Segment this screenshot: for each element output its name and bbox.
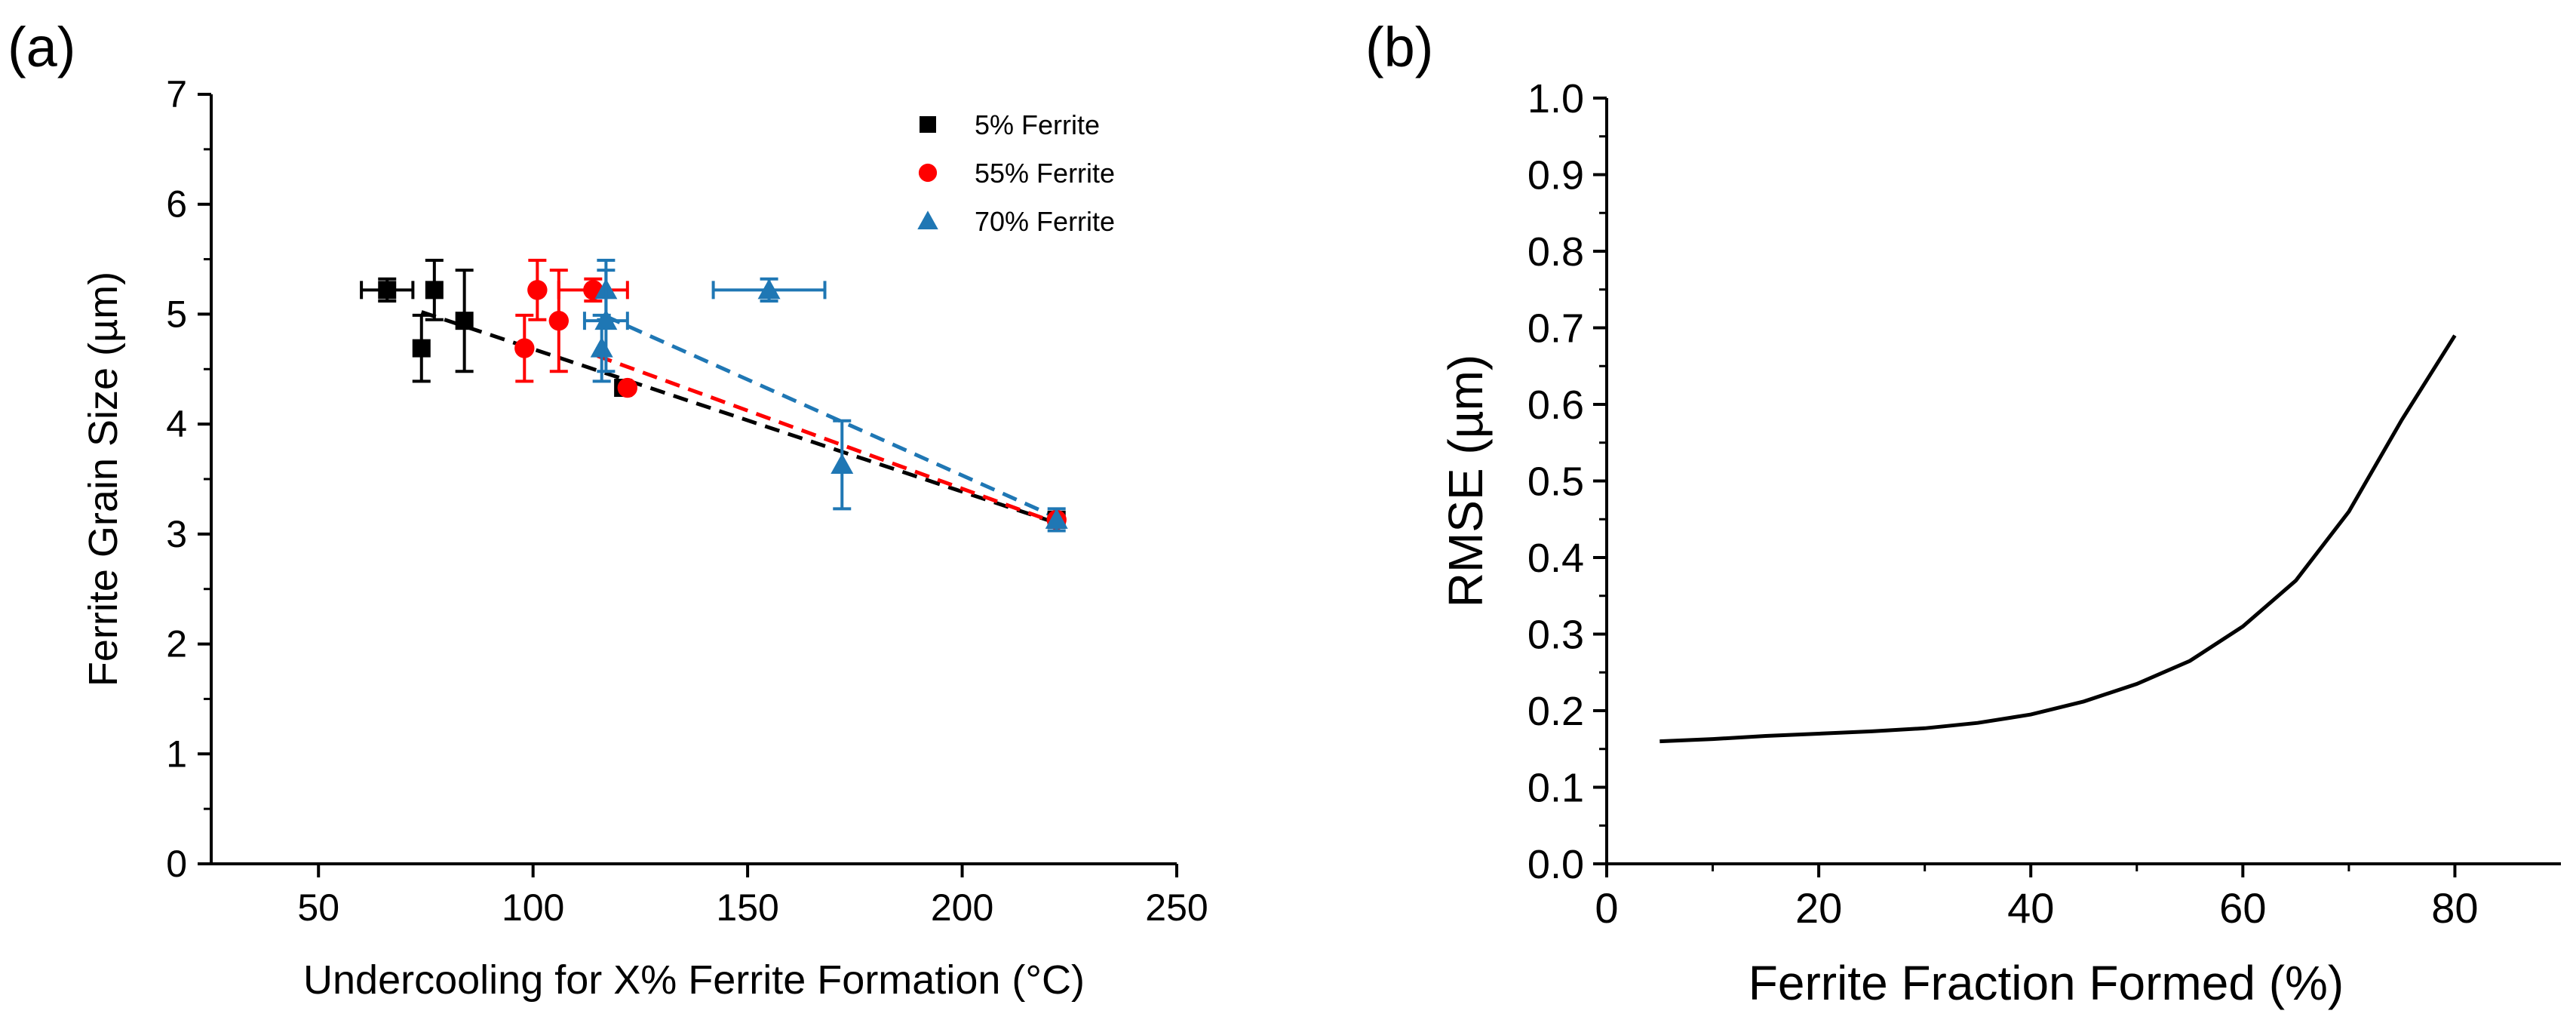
fit-line	[605, 315, 1058, 520]
panel-b-chart: (b) 0 20 40 60 80 0.00.10.20.30.40.50.60.70.…	[1365, 16, 2561, 1010]
data-point	[378, 281, 397, 300]
legend-marker	[918, 163, 938, 183]
y-tick-label: 0.9	[1527, 153, 1584, 198]
panel-b-x-axis-title: Ferrite Fraction Formed (%)	[1749, 956, 2344, 1010]
legend-marker	[920, 116, 936, 133]
legend-entry-label: 55% Ferrite	[975, 158, 1115, 189]
panel-a-legend: 5% Ferrite 55% Ferrite 70% Ferrite	[917, 109, 1115, 237]
y-tick-label: 0.5	[1527, 459, 1584, 505]
data-point	[617, 377, 638, 398]
panel-a-x-ticks: 50 100 150 200 250	[297, 864, 1208, 929]
x-tick-label: 60	[2219, 884, 2266, 932]
x-tick-label: 50	[297, 886, 339, 929]
x-tick-label: 40	[2007, 884, 2054, 932]
y-tick-label: 0.3	[1527, 613, 1584, 658]
y-tick-label: 1.0	[1527, 76, 1584, 121]
panel-b-y-axis-title: RMSE (µm)	[1438, 355, 1493, 608]
y-tick-label: 0.7	[1527, 306, 1584, 352]
data-point	[590, 336, 613, 358]
y-tick-label: 0	[166, 843, 187, 885]
data-point	[455, 312, 474, 330]
panel-b-series-line	[1660, 334, 2457, 744]
panel-a-data-points	[360, 259, 1068, 533]
panel-b-label: (b)	[1365, 16, 1433, 78]
y-tick-label: 0.2	[1527, 689, 1584, 734]
data-point	[514, 338, 535, 358]
x-tick-label: 0	[1595, 884, 1618, 932]
fit-line	[597, 354, 1058, 525]
data-point	[757, 278, 781, 300]
legend-entry-label: 70% Ferrite	[975, 206, 1115, 237]
panel-a-chart: (a) 50 100 150 200 250 0 1 2 3 4 5 6 7 Undercooling…	[8, 16, 1208, 1003]
panel-a-y-axis-title: Ferrite Grain Size (µm)	[81, 272, 126, 687]
y-tick-label: 7	[166, 73, 187, 115]
y-tick-label: 0.1	[1527, 766, 1584, 811]
x-tick-label: 80	[2431, 884, 2478, 932]
data-point	[594, 309, 618, 330]
panel-b-x-ticks: 0 20 40 60 80	[1595, 864, 2479, 932]
y-tick-label: 0.6	[1527, 382, 1584, 428]
x-tick-label: 200	[931, 886, 993, 929]
panel-a-y-ticks: 0 1 2 3 4 5 6 7	[166, 73, 211, 885]
data-point	[1045, 508, 1068, 529]
y-tick-label: 4	[166, 403, 187, 445]
y-tick-label: 0.8	[1527, 229, 1584, 275]
x-tick-label: 150	[716, 886, 778, 929]
data-point	[548, 310, 569, 331]
panel-a-label: (a)	[8, 16, 75, 78]
data-point	[527, 280, 548, 300]
data-point	[831, 453, 854, 475]
y-tick-label: 2	[166, 623, 187, 665]
x-tick-label: 250	[1145, 886, 1208, 929]
x-tick-label: 100	[502, 886, 564, 929]
y-tick-label: 3	[166, 513, 187, 555]
data-point	[425, 281, 444, 300]
y-tick-label: 6	[166, 183, 187, 226]
panel-b-y-ticks: 0.0 0.1 0.2 0.3 0.4 0.5 0.6 0.7 0.8 0.9 1.0	[1527, 76, 1607, 887]
y-tick-label: 5	[166, 293, 187, 335]
legend-entry-label: 5% Ferrite	[975, 109, 1100, 140]
panel-a-x-axis-title: Undercooling for X% Ferrite Formation (°…	[303, 957, 1085, 1003]
y-tick-label: 0.0	[1527, 842, 1584, 887]
y-tick-label: 1	[166, 733, 187, 775]
x-tick-label: 20	[1795, 884, 1842, 932]
data-point	[412, 339, 431, 358]
y-tick-label: 0.4	[1527, 536, 1584, 581]
legend-marker	[917, 210, 938, 229]
